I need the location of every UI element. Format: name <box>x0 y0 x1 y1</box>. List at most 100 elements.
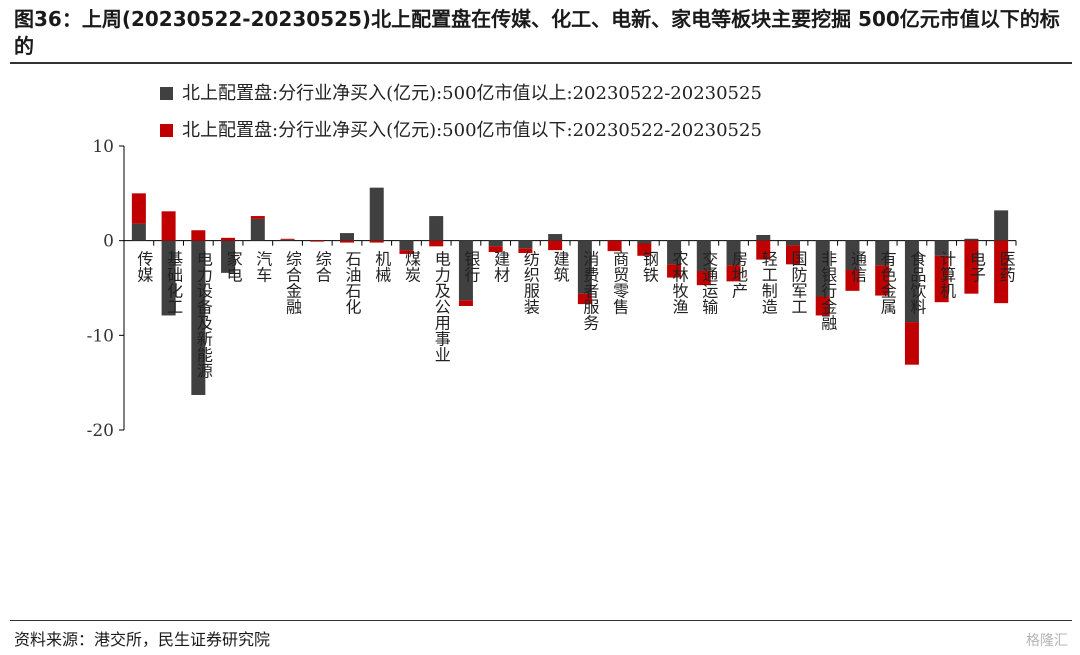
x-tick-label: 综合 <box>313 251 332 283</box>
bar-below-500 <box>429 240 444 247</box>
bar-below-500 <box>607 240 622 252</box>
x-tick-label: 商贸零售 <box>610 251 629 315</box>
legend-swatch <box>160 124 173 137</box>
bar-above-500 <box>488 240 503 247</box>
bar-below-500 <box>815 296 830 316</box>
x-tick-label: 汽车 <box>253 251 272 283</box>
bar-above-500 <box>726 240 741 266</box>
bar-above-500 <box>191 240 206 395</box>
y-tick-label: -20 <box>87 421 114 441</box>
chart-legend: 北上配置盘:分行业净买入(亿元):500亿市值以上:20230522-20230… <box>160 83 762 141</box>
x-tick-label: 银行 <box>461 251 480 284</box>
bar-above-500 <box>369 187 384 241</box>
bar-above-500 <box>845 240 860 271</box>
bar-above-500 <box>399 240 414 251</box>
bar-below-500 <box>696 270 711 286</box>
chart-bars <box>131 187 1009 395</box>
bar-below-500 <box>250 216 265 219</box>
bar-above-500 <box>340 233 354 241</box>
bar-above-500 <box>548 234 563 241</box>
y-tick-label: -10 <box>87 326 114 346</box>
bar-below-500 <box>399 250 414 254</box>
source-note: 资料来源：港交所，民生证券研究院 <box>14 630 271 649</box>
bar-above-500 <box>875 240 890 266</box>
y-tick-label: 0 <box>103 232 114 252</box>
x-tick-label: 电力及公用事业 <box>432 251 451 363</box>
bar-below-500 <box>518 248 533 253</box>
bar-below-500 <box>488 246 503 253</box>
bar-below-500 <box>577 293 592 305</box>
x-tick-label: 房地产 <box>729 251 748 299</box>
bar-below-500 <box>221 237 236 241</box>
x-tick-label: 交通运输 <box>699 251 718 315</box>
bar-chart: 北上配置盘:分行业净买入(亿元):500亿市值以上:20230522-20230… <box>87 83 1017 441</box>
bar-below-500 <box>934 255 949 303</box>
source-divider <box>10 620 1072 621</box>
x-tick-label: 纺织服装 <box>521 251 540 315</box>
bar-below-500 <box>280 238 295 240</box>
bar-below-500 <box>994 240 1009 304</box>
bar-below-500 <box>637 243 652 256</box>
x-tick-label: 食品饮料 <box>907 251 926 315</box>
bar-above-500 <box>458 240 473 301</box>
bar-above-500 <box>964 238 979 241</box>
bar-below-500 <box>964 240 979 294</box>
bar-above-500 <box>429 216 444 241</box>
bar-below-500 <box>756 240 771 260</box>
bar-below-500 <box>369 240 384 243</box>
bar-below-500 <box>340 240 354 243</box>
x-tick-label: 机械 <box>372 251 391 283</box>
bar-above-500 <box>994 210 1009 241</box>
x-tick-labels: 传媒 基础化工 电力设备及新能源 家电 汽车 综合金融 综合 石油石化 机械 煤炭 电力及公用事业银… <box>134 251 1015 380</box>
chart-axes: 10 0 -10 -20 <box>87 137 1017 441</box>
legend-swatch <box>160 87 173 100</box>
x-tick-label: 建筑 <box>551 251 570 283</box>
bar-above-500 <box>815 240 830 297</box>
x-tick-label: 电力设备及新能源 <box>194 251 213 380</box>
x-tick-label: 计算机 <box>937 251 956 300</box>
x-tick-label: 国防军工 <box>789 251 808 315</box>
bar-below-500 <box>458 300 473 306</box>
bar-below-500 <box>845 270 860 291</box>
x-tick-label: 农林牧渔 <box>670 251 689 315</box>
x-tick-label: 消费者服务 <box>580 251 599 332</box>
x-tick-label: 基础化工 <box>164 251 183 315</box>
x-tick-label: 轻工制造 <box>759 251 778 315</box>
bar-above-500 <box>577 240 592 294</box>
x-tick-label: 煤炭 <box>402 251 421 283</box>
x-tick-label: 电子 <box>967 251 986 283</box>
title-divider <box>10 62 1072 64</box>
bar-above-500 <box>786 240 800 246</box>
bar-above-500 <box>221 240 236 273</box>
x-tick-label: 家电 <box>224 251 243 283</box>
bar-below-500 <box>904 322 919 365</box>
x-tick-label: 医药 <box>997 251 1016 284</box>
bar-below-500 <box>726 265 741 282</box>
x-tick-label: 非银行金融 <box>818 251 837 332</box>
bar-above-500 <box>756 234 771 241</box>
bar-below-500 <box>310 240 325 242</box>
bar-above-500 <box>280 239 295 241</box>
bar-below-500 <box>131 193 146 224</box>
bar-below-500 <box>161 211 176 241</box>
legend-label: 北上配置盘:分行业净买入(亿元):500亿市值以上:20230522-20230… <box>182 83 762 104</box>
x-tick-label: 石油石化 <box>343 251 362 315</box>
bar-above-500 <box>667 240 682 265</box>
legend-label: 北上配置盘:分行业净买入(亿元):500亿市值以下:20230522-20230… <box>182 120 762 141</box>
bar-above-500 <box>934 240 949 256</box>
bar-below-500 <box>786 245 800 265</box>
x-tick-label: 有色金属 <box>878 251 897 315</box>
x-tick-label: 传媒 <box>134 251 153 283</box>
bar-above-500 <box>161 240 176 316</box>
bar-above-500 <box>518 240 533 249</box>
bar-below-500 <box>191 230 206 241</box>
x-tick-label: 通信 <box>848 251 867 283</box>
page-title: 图36：上周(20230522-20230525)北上配置盘在传媒、化工、电新、… <box>14 7 1060 58</box>
x-tick-label: 建材 <box>491 251 510 283</box>
bar-below-500 <box>667 264 682 278</box>
bar-below-500 <box>875 265 890 296</box>
bar-above-500 <box>696 240 711 271</box>
y-tick-label: 10 <box>92 137 114 157</box>
bar-above-500 <box>904 240 919 323</box>
x-tick-label: 综合金融 <box>283 251 302 316</box>
